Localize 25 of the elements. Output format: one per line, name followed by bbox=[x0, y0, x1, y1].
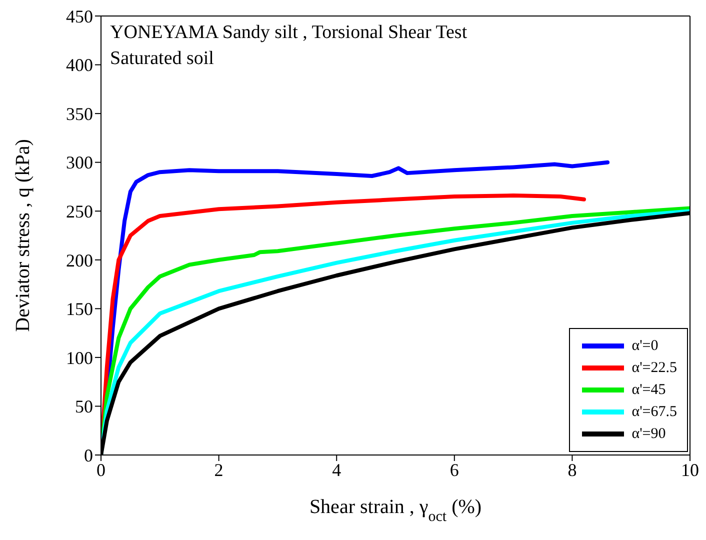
y-tick-label: 250 bbox=[66, 202, 93, 222]
annotation: YONEYAMA Sandy silt , Torsional Shear Test bbox=[110, 21, 468, 45]
x-axis-title: Shear strain , γ$_{oct}$ (%) bbox=[309, 496, 482, 525]
legend-label: α'=22.5 bbox=[632, 360, 677, 376]
legend-label: α'=0 bbox=[632, 338, 658, 354]
legend-label: α'=90 bbox=[632, 426, 666, 442]
legend-label: α'=67.5 bbox=[632, 404, 677, 420]
x-tick-label: 0 bbox=[96, 460, 106, 480]
y-tick-label: 200 bbox=[66, 250, 93, 270]
x-tick-label: 8 bbox=[568, 460, 577, 480]
x-tick-label: 2 bbox=[214, 460, 224, 480]
y-tick-label: 150 bbox=[66, 299, 93, 320]
annotation: Saturated soil bbox=[110, 47, 215, 71]
legend-label: α'=45 bbox=[632, 382, 666, 398]
x-tick-label: 4 bbox=[332, 460, 342, 480]
y-tick-label: 350 bbox=[66, 104, 93, 124]
y-tick-label: 400 bbox=[66, 55, 93, 76]
y-tick-label: 50 bbox=[75, 396, 93, 417]
y-tick-label: 450 bbox=[66, 6, 93, 26]
y-axis-title: Deviator stress , q (kPa) bbox=[12, 139, 34, 332]
x-tick-label: 10 bbox=[681, 460, 699, 480]
x-tick-label: 6 bbox=[450, 460, 459, 480]
y-tick-label: 100 bbox=[66, 348, 93, 368]
y-tick-label: 300 bbox=[66, 152, 93, 173]
y-tick-label: 0 bbox=[84, 445, 93, 466]
